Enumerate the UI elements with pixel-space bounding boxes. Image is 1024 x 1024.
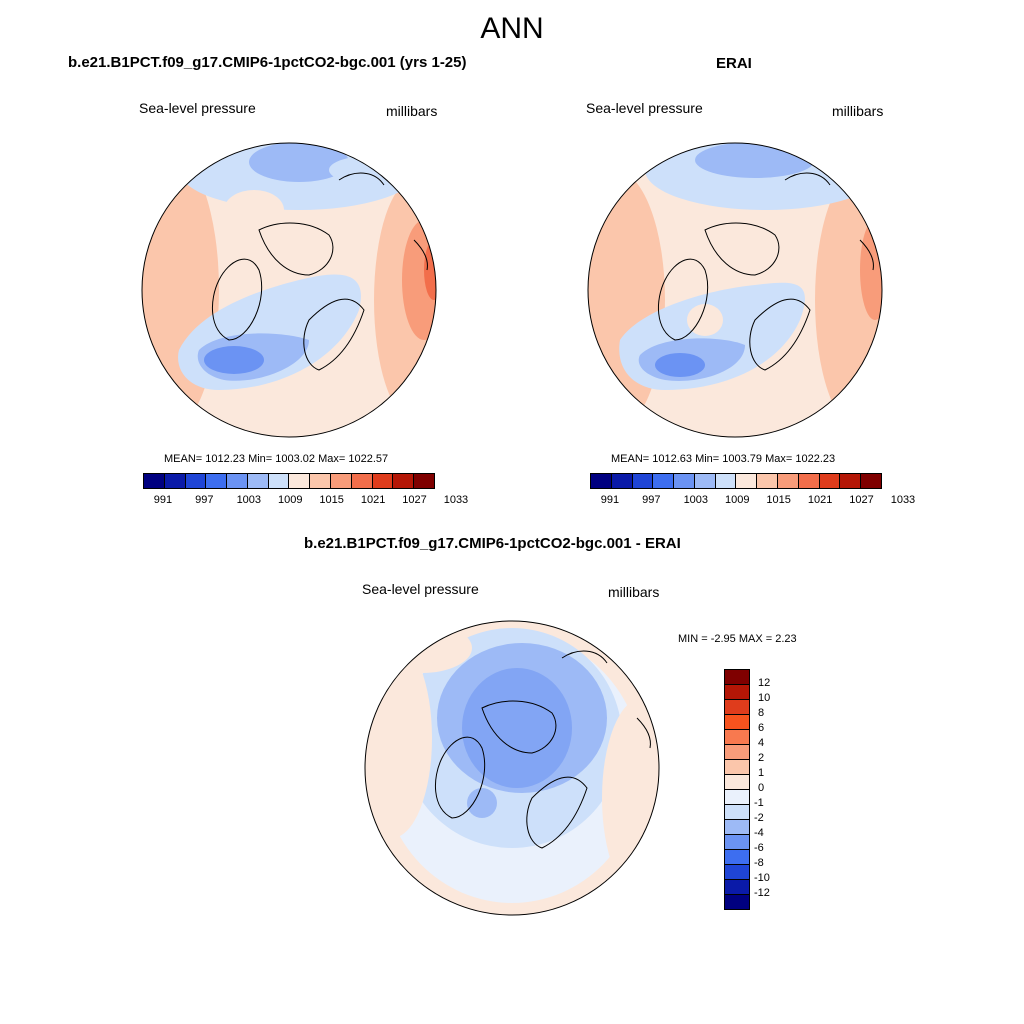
panel-3-title: b.e21.B1PCT.f09_g17.CMIP6-1pctCO2-bgc.00… bbox=[304, 535, 681, 552]
colorbar-tick-label: 1009 bbox=[725, 494, 750, 506]
colorbar-swatch bbox=[674, 474, 695, 488]
panel-2-polar-map bbox=[587, 142, 883, 438]
colorbar-swatch bbox=[725, 895, 749, 909]
colorbar-swatch bbox=[331, 474, 352, 488]
colorbar-swatch bbox=[725, 790, 749, 805]
panel-3-colorbar bbox=[724, 669, 750, 910]
panel-2-colorbar-ticks: 991 997 1003 1009 1015 1021 1027 1033 bbox=[590, 494, 915, 508]
colorbar-swatch bbox=[611, 474, 633, 488]
colorbar-swatch bbox=[725, 805, 749, 820]
panel-1-title: b.e21.B1PCT.f09_g17.CMIP6-1pctCO2-bgc.00… bbox=[68, 54, 467, 71]
panel-2-variable-label: Sea-level pressure bbox=[586, 100, 703, 116]
colorbar-tick-label: -2 bbox=[754, 812, 764, 824]
colorbar-swatch bbox=[725, 850, 749, 865]
colorbar-swatch bbox=[725, 715, 749, 730]
figure-title: ANN bbox=[480, 12, 544, 45]
colorbar-tick-label: 1021 bbox=[360, 494, 386, 506]
colorbar-tick-label: 2 bbox=[758, 752, 765, 764]
colorbar-tick-label: -8 bbox=[754, 857, 764, 869]
colorbar-swatch bbox=[725, 730, 749, 745]
colorbar-swatch bbox=[819, 474, 841, 488]
colorbar-swatch bbox=[725, 670, 749, 685]
colorbar-swatch bbox=[247, 474, 269, 488]
colorbar-swatch bbox=[798, 474, 820, 488]
colorbar-swatch bbox=[694, 474, 716, 488]
colorbar-swatch bbox=[206, 474, 228, 488]
colorbar-swatch bbox=[289, 474, 311, 488]
colorbar-tick-label: 1027 bbox=[402, 494, 427, 506]
colorbar-swatch bbox=[725, 760, 749, 775]
colorbar-swatch bbox=[393, 474, 415, 488]
colorbar-swatch bbox=[778, 474, 799, 488]
panel-2-title: ERAI bbox=[716, 55, 752, 72]
panel-3-colorbar-ticks: 12 10 8 6 4 2 1 0 -1 -2 -4 -6 -8 -10 -12 bbox=[754, 669, 798, 929]
colorbar-tick-label: -6 bbox=[754, 842, 764, 854]
colorbar-swatch bbox=[725, 685, 749, 700]
panel-1-colorbar bbox=[143, 473, 435, 489]
panel-1-polar-map bbox=[141, 142, 437, 438]
colorbar-swatch bbox=[736, 474, 758, 488]
colorbar-tick-label: 12 bbox=[758, 677, 771, 689]
colorbar-tick-label: 1015 bbox=[319, 494, 344, 506]
colorbar-swatch bbox=[725, 880, 749, 895]
colorbar-swatch bbox=[310, 474, 332, 488]
colorbar-tick-label: -10 bbox=[754, 872, 770, 884]
colorbar-tick-label: 991 bbox=[153, 494, 173, 506]
colorbar-swatch bbox=[725, 820, 749, 835]
colorbar-swatch bbox=[861, 474, 881, 488]
colorbar-tick-label: -12 bbox=[754, 887, 770, 899]
panel-3-stats: MIN = -2.95 MAX = 2.23 bbox=[678, 633, 797, 645]
colorbar-swatch bbox=[725, 700, 749, 715]
panel-3-units-label: millibars bbox=[608, 584, 660, 600]
colorbar-tick-label: 997 bbox=[195, 494, 214, 506]
colorbar-tick-label: 10 bbox=[758, 692, 771, 704]
colorbar-tick-label: -1 bbox=[754, 797, 764, 809]
colorbar-swatch bbox=[268, 474, 290, 488]
colorbar-tick-label: 1021 bbox=[807, 494, 833, 506]
colorbar-swatch bbox=[725, 865, 749, 880]
colorbar-swatch bbox=[164, 474, 186, 488]
colorbar-tick-label: 8 bbox=[758, 707, 765, 719]
colorbar-tick-label: 1003 bbox=[236, 494, 262, 506]
colorbar-tick-label: 1015 bbox=[766, 494, 791, 506]
panel-1-stats: MEAN= 1012.23 Min= 1003.02 Max= 1022.57 bbox=[164, 453, 389, 465]
colorbar-tick-label: 1 bbox=[758, 767, 765, 779]
colorbar-swatch bbox=[653, 474, 675, 488]
colorbar-swatch bbox=[414, 474, 434, 488]
colorbar-swatch bbox=[725, 835, 749, 850]
colorbar-tick-label: 4 bbox=[758, 737, 765, 749]
colorbar-tick-label: 6 bbox=[758, 722, 765, 734]
colorbar-swatch bbox=[632, 474, 654, 488]
colorbar-tick-label: 1033 bbox=[443, 494, 469, 506]
panel-1-variable-label: Sea-level pressure bbox=[139, 100, 256, 116]
colorbar-tick-label: -4 bbox=[754, 827, 764, 839]
colorbar-swatch bbox=[840, 474, 862, 488]
colorbar-tick-label: 1027 bbox=[849, 494, 874, 506]
colorbar-swatch bbox=[185, 474, 207, 488]
colorbar-swatch bbox=[372, 474, 394, 488]
colorbar-swatch bbox=[227, 474, 248, 488]
colorbar-tick-label: 0 bbox=[758, 782, 765, 794]
colorbar-swatch bbox=[715, 474, 737, 488]
panel-1-colorbar-ticks: 991 997 1003 1009 1015 1021 1027 1033 bbox=[143, 494, 468, 508]
panel-1-units-label: millibars bbox=[386, 103, 438, 119]
colorbar-tick-label: 1003 bbox=[683, 494, 709, 506]
colorbar-swatch bbox=[757, 474, 779, 488]
colorbar-swatch bbox=[351, 474, 373, 488]
colorbar-tick-label: 1009 bbox=[278, 494, 303, 506]
panel-2-units-label: millibars bbox=[832, 103, 884, 119]
colorbar-swatch bbox=[591, 474, 612, 488]
panel-3-polar-map bbox=[364, 620, 660, 916]
colorbar-swatch bbox=[725, 775, 749, 790]
colorbar-swatch bbox=[144, 474, 165, 488]
colorbar-swatch bbox=[725, 745, 749, 760]
panel-2-colorbar bbox=[590, 473, 882, 489]
colorbar-tick-label: 997 bbox=[642, 494, 661, 506]
colorbar-tick-label: 991 bbox=[600, 494, 620, 506]
panel-3-variable-label: Sea-level pressure bbox=[362, 581, 479, 597]
colorbar-tick-label: 1033 bbox=[890, 494, 916, 506]
panel-2-stats: MEAN= 1012.63 Min= 1003.79 Max= 1022.23 bbox=[611, 453, 836, 465]
